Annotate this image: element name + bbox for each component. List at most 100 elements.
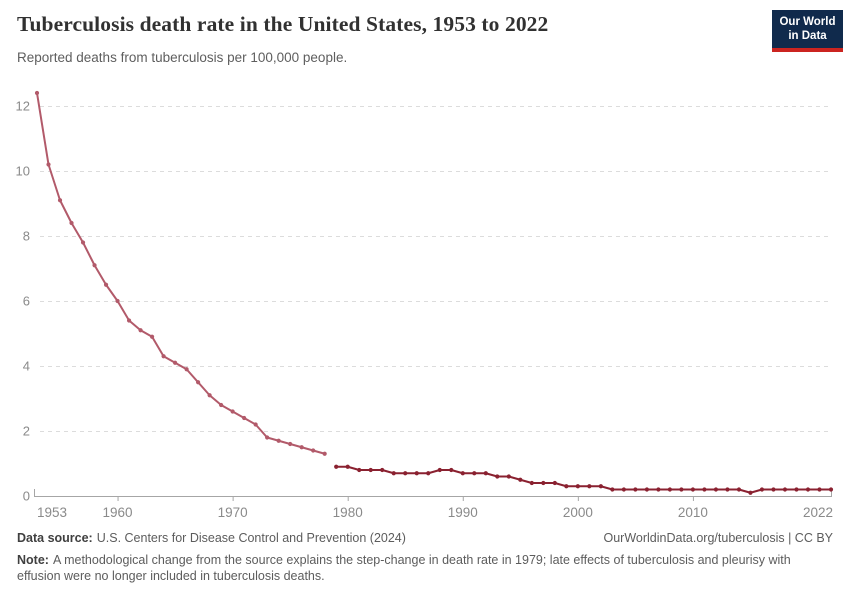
- data-point: [391, 471, 396, 476]
- data-point: [345, 464, 350, 469]
- x-tick-label: 2022: [803, 505, 833, 520]
- data-point: [368, 467, 373, 473]
- data-point: [80, 240, 86, 245]
- attribution-link[interactable]: OurWorldinData.org/tuberculosis | CC BY: [603, 531, 834, 545]
- data-point: [92, 263, 97, 268]
- data-point: [149, 334, 155, 339]
- footer-source-row: Data source: U.S. Centers for Disease Con…: [17, 531, 833, 545]
- data-point: [288, 441, 293, 447]
- data-point: [828, 487, 834, 492]
- data-point: [667, 487, 672, 492]
- data-point: [598, 484, 603, 489]
- data-point: [495, 474, 500, 479]
- data-point: [610, 487, 615, 492]
- data-point: [299, 445, 304, 450]
- data-point: [506, 474, 511, 479]
- data-point: [207, 393, 212, 398]
- data-point: [748, 490, 753, 495]
- data-point: [253, 422, 258, 427]
- data-point: [541, 480, 546, 486]
- data-point: [161, 354, 166, 359]
- data-point: [690, 487, 696, 492]
- data-source-text: U.S. Centers for Disease Control and Pre…: [96, 531, 406, 545]
- data-point: [276, 438, 281, 443]
- data-point: [219, 402, 224, 408]
- data-point: [621, 487, 626, 492]
- data-point: [759, 487, 765, 492]
- owid-logo-line2: in Data: [788, 30, 827, 42]
- data-point: [196, 380, 201, 385]
- chart-subtitle: Reported deaths from tuberculosis per 10…: [17, 50, 348, 65]
- data-point: [702, 487, 707, 492]
- chart-note: Note: A methodological change from the so…: [17, 552, 829, 584]
- data-point: [518, 477, 523, 482]
- data-point: [713, 487, 719, 492]
- x-tick-label: 2000: [563, 505, 593, 520]
- data-point: [357, 467, 362, 473]
- data-point: [656, 487, 661, 492]
- x-tick-label: 2010: [678, 505, 708, 520]
- data-point: [242, 415, 247, 421]
- data-point: [138, 328, 143, 333]
- x-tick-label: 1990: [448, 505, 478, 520]
- data-point: [334, 464, 339, 469]
- data-point: [380, 467, 385, 473]
- data-point: [184, 367, 189, 372]
- y-tick-label: 2: [23, 424, 30, 439]
- y-tick-label: 10: [16, 164, 30, 179]
- x-tick-label: 1960: [103, 505, 133, 520]
- data-point: [46, 162, 51, 167]
- chart-note-text: A methodological change from the source …: [17, 553, 791, 583]
- data-point: [426, 471, 431, 476]
- data-point: [449, 467, 454, 473]
- series-line-post-1979: [336, 465, 831, 494]
- data-point: [414, 471, 419, 476]
- data-point: [679, 487, 684, 492]
- data-point: [564, 484, 569, 489]
- data-point: [736, 487, 742, 492]
- owid-logo-line1: Our World: [779, 16, 836, 28]
- data-point: [57, 198, 63, 203]
- data-point: [115, 298, 120, 304]
- series-line-pre-1979: [36, 92, 325, 455]
- data-point: [403, 471, 408, 476]
- x-tick-label: 1953: [37, 505, 67, 520]
- data-point: [103, 282, 109, 287]
- data-point: [575, 484, 580, 489]
- data-point: [265, 435, 270, 440]
- y-tick-label: 0: [23, 489, 30, 504]
- data-point: [552, 480, 557, 486]
- data-point: [782, 487, 788, 492]
- data-point: [633, 487, 638, 492]
- x-tick-label: 1980: [333, 505, 363, 520]
- data-source: Data source: U.S. Centers for Disease Con…: [17, 531, 406, 545]
- data-point: [34, 90, 40, 96]
- data-point: [460, 471, 465, 476]
- y-tick-label: 12: [16, 99, 30, 114]
- data-point: [322, 451, 327, 456]
- y-tick-label: 6: [23, 294, 30, 309]
- data-point: [483, 471, 488, 476]
- data-point: [69, 220, 74, 226]
- data-point: [529, 480, 534, 486]
- data-point: [644, 487, 649, 492]
- data-point: [311, 448, 316, 453]
- data-point: [230, 409, 235, 414]
- data-point: [771, 487, 776, 492]
- data-point: [794, 487, 799, 492]
- data-point: [472, 471, 477, 476]
- data-point: [126, 318, 132, 323]
- data-point: [172, 360, 178, 365]
- x-tick-label: 1970: [218, 505, 248, 520]
- owid-logo[interactable]: Our World in Data: [772, 10, 843, 52]
- data-point: [437, 467, 442, 473]
- y-tick-label: 4: [23, 359, 30, 374]
- data-point: [817, 487, 822, 492]
- data-point: [725, 487, 730, 492]
- chart-note-label: Note:: [17, 553, 49, 567]
- data-source-label: Data source:: [17, 531, 93, 545]
- chart-title: Tuberculosis death rate in the United St…: [17, 12, 549, 36]
- y-tick-label: 8: [23, 229, 30, 244]
